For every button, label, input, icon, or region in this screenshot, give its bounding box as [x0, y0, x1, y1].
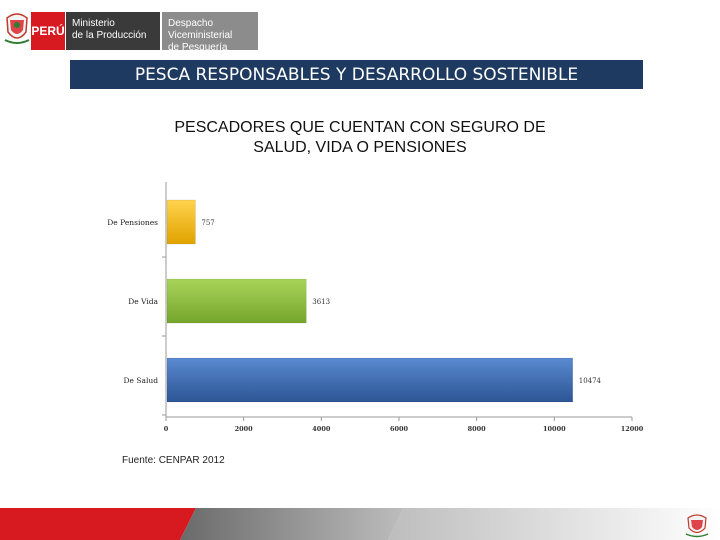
chart-title-line1: PESCADORES QUE CUENTAN CON SEGURO DE — [174, 119, 546, 136]
category-label: De Salud — [124, 376, 159, 385]
vice-ministry-logo: Despacho Viceministerial de Pesquería — [162, 12, 258, 53]
value-label: 3613 — [312, 298, 330, 306]
category-label: De Pensiones — [107, 218, 158, 227]
vice-line1: Despacho Viceministerial — [168, 18, 233, 41]
x-tick-label: 2000 — [235, 425, 254, 433]
vice-line2: de Pesquería — [168, 42, 228, 53]
footer-coat-of-arms-icon — [685, 514, 709, 538]
chart-title-line2: SALUD, VIDA O PENSIONES — [253, 139, 467, 156]
x-tick-label: 10000 — [543, 425, 566, 433]
chart-title: PESCADORES QUE CUENTAN CON SEGURO DE SAL… — [120, 118, 600, 158]
bar — [166, 199, 196, 245]
coat-of-arms-icon — [4, 13, 30, 44]
footer-band — [0, 508, 720, 540]
x-tick-label: 8000 — [468, 425, 487, 433]
value-label: 10474 — [579, 377, 602, 385]
peru-logo: PERÚ — [31, 12, 65, 50]
source-note: Fuente: CENPAR 2012 — [122, 455, 225, 466]
x-tick-label: 0 — [164, 425, 169, 433]
ministry-line2: de la Producción — [72, 30, 147, 41]
ministry-logo: Ministerio de la Producción — [66, 12, 160, 50]
x-tick-label: 4000 — [312, 425, 331, 433]
x-tick-label: 6000 — [390, 425, 409, 433]
category-label: De Vida — [128, 297, 158, 306]
bar — [166, 278, 307, 324]
banner-title: PESCA RESPONSABLES Y DESARROLLO SOSTENIB… — [70, 60, 643, 89]
ministry-line1: Ministerio — [72, 18, 115, 29]
banner-title-text: PESCA RESPONSABLES Y DESARROLLO SOSTENIB… — [134, 64, 579, 85]
value-label: 757 — [201, 219, 214, 227]
x-tick-label: 12000 — [621, 425, 644, 433]
bar — [166, 357, 573, 403]
peru-label: PERÚ — [31, 24, 65, 38]
